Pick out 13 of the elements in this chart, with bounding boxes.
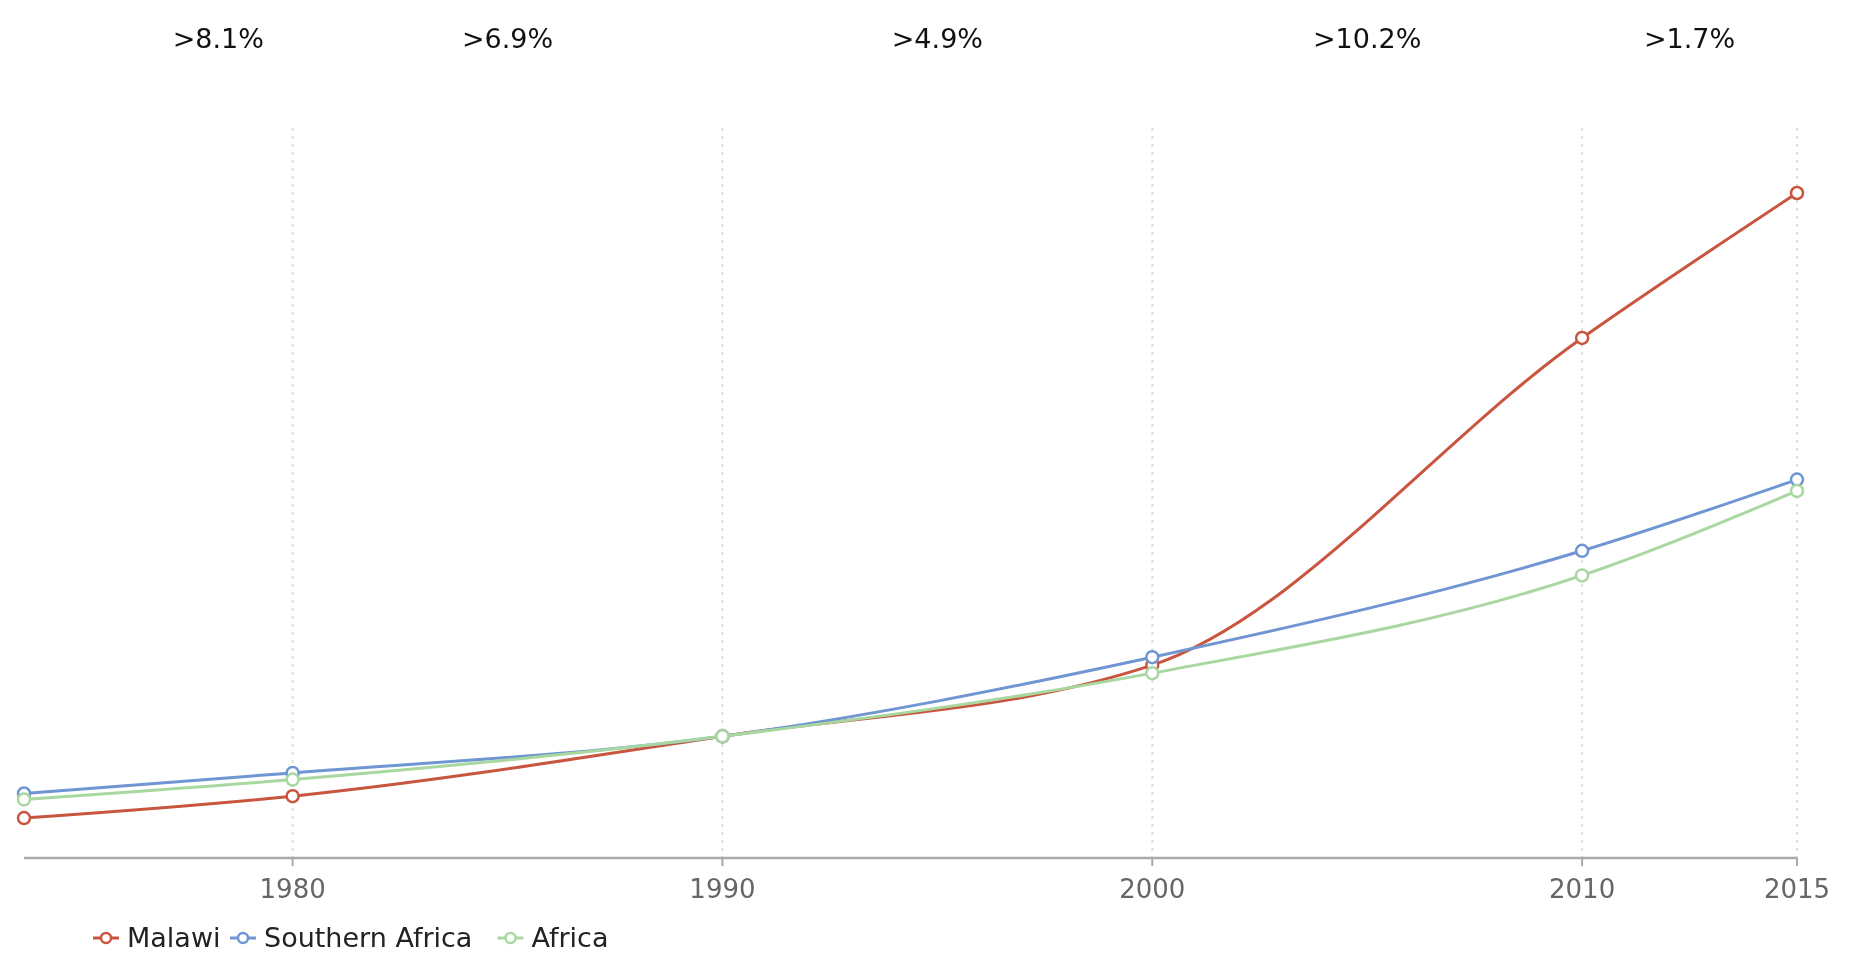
x-tick-label: 1980 [259, 874, 326, 904]
text: >6.9% [461, 23, 554, 54]
legend-label: Malawi [127, 922, 221, 953]
text: >8.1% [172, 23, 264, 54]
legend-label: Southern Africa [264, 922, 473, 953]
x-tick-label: 2010 [1549, 874, 1616, 904]
text: >1.7% [1643, 23, 1736, 54]
x-tick-label: 2000 [1119, 874, 1186, 904]
x-tick-label: 1990 [689, 874, 756, 904]
text: >4.9% [891, 23, 983, 54]
x-tick-label: 2015 [1763, 874, 1831, 904]
legend-label: Africa [531, 922, 609, 953]
text: >10.2% [1312, 23, 1422, 54]
